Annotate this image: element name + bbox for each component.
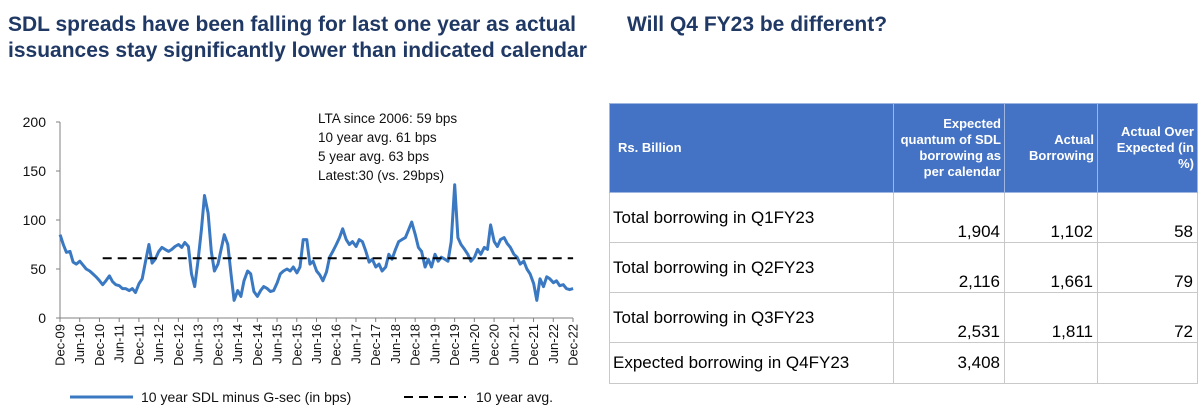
table-row: Total borrowing in Q3FY23 2,531 1,811 72	[609, 292, 1198, 343]
legend-label-10yr-avg: 10 year avg.	[476, 389, 553, 405]
cell-expected: 1,904	[893, 192, 1005, 243]
row-label: Total borrowing in Q2FY23	[609, 242, 894, 293]
x-tick-label: Jun-17	[348, 324, 363, 364]
x-tick-label: Dec-16	[329, 324, 344, 366]
cell-pct: 72	[1097, 292, 1198, 343]
cell-actual: 1,811	[1004, 292, 1098, 343]
table-row: Expected borrowing in Q4FY23 3,408	[609, 342, 1198, 384]
x-tick-label: Jun-22	[546, 324, 561, 364]
row-label: Total borrowing in Q3FY23	[609, 292, 894, 343]
cell-pct: 79	[1097, 242, 1198, 293]
y-tick-label: 100	[23, 212, 47, 228]
row-label: Expected borrowing in Q4FY23	[609, 342, 894, 384]
header-actual-over-expected: Actual Over Expected (in %)	[1097, 103, 1198, 193]
x-tick-label: Dec-10	[92, 324, 107, 366]
x-tick-label: Jun-21	[506, 324, 521, 364]
cell-pct	[1097, 342, 1198, 384]
x-tick-label: Jun-19	[427, 324, 442, 364]
cell-pct: 58	[1097, 192, 1198, 243]
x-tick-label: Jun-13	[191, 324, 206, 364]
x-tick-label: Dec-12	[171, 324, 186, 366]
left-title: SDL spreads have been falling for last o…	[8, 13, 587, 62]
legend-label-sdl-spread: 10 year SDL minus G-sec (in bps)	[141, 389, 351, 405]
x-tick-label: Jun-15	[270, 324, 285, 364]
x-tick-label: Dec-15	[289, 324, 304, 366]
y-tick-label: 0	[38, 310, 46, 326]
x-tick-label: Jun-11	[112, 324, 127, 363]
series-line-sdl-spread	[58, 183, 574, 302]
x-tick-label: Dec-21	[526, 324, 541, 366]
y-tick-label: 50	[30, 261, 46, 277]
x-tick-label: Dec-13	[210, 324, 225, 366]
cell-actual: 1,102	[1004, 192, 1098, 243]
right-title: Will Q4 FY23 be different?	[627, 13, 888, 36]
cell-expected: 2,116	[893, 242, 1005, 293]
x-tick-label: Jun-10	[72, 324, 87, 364]
spread-chart: 0 50 100 150 200 Dec-09 Jun-10 Dec-10 Jun-11 Dec-…	[23, 114, 581, 405]
x-tick-label: Dec-14	[250, 324, 265, 366]
x-tick-label: Jun-16	[309, 324, 324, 364]
header-actual: Actual Borrowing	[1004, 103, 1098, 193]
x-tick-label: Jun-12	[151, 324, 166, 364]
x-tick-label: Dec-09	[53, 324, 68, 366]
x-tick-label: Dec-20	[487, 324, 502, 366]
x-tick-label: Dec-17	[368, 324, 383, 366]
x-tick-label: Dec-11	[131, 324, 146, 365]
x-tick-label: Dec-18	[408, 324, 423, 366]
cell-expected: 2,531	[893, 292, 1005, 343]
x-tick-label: Dec-22	[566, 324, 581, 366]
y-tick-label: 200	[23, 114, 47, 130]
borrowing-table: Rs. Billion Expected quantum of SDL borr…	[609, 103, 1198, 384]
y-tick-label: 150	[23, 163, 47, 179]
table-row: Total borrowing in Q2FY23 2,116 1,661 79	[609, 242, 1198, 293]
x-tick-label: Jun-18	[388, 324, 403, 364]
x-tick-label: Jun-20	[467, 324, 482, 364]
cell-expected: 3,408	[893, 342, 1005, 384]
annotation-5yr-avg: 5 year avg. 63 bps	[318, 149, 430, 164]
header-expected: Expected quantum of SDL borrowing as per…	[893, 103, 1005, 193]
x-tick-label: Jun-14	[230, 324, 245, 364]
annotation-lta: LTA since 2006: 59 bps	[318, 111, 458, 126]
x-tick-label: Dec-19	[447, 324, 462, 366]
header-rs-billion: Rs. Billion	[609, 103, 894, 193]
cell-actual	[1004, 342, 1098, 384]
cell-actual: 1,661	[1004, 242, 1098, 293]
annotation-10yr-avg: 10 year avg. 61 bps	[318, 130, 437, 145]
table-header-row: Rs. Billion Expected quantum of SDL borr…	[609, 103, 1198, 193]
table-row: Total borrowing in Q1FY23 1,904 1,102 58	[609, 192, 1198, 243]
annotation-latest: Latest:30 (vs. 29bps)	[318, 168, 445, 183]
row-label: Total borrowing in Q1FY23	[609, 192, 894, 243]
